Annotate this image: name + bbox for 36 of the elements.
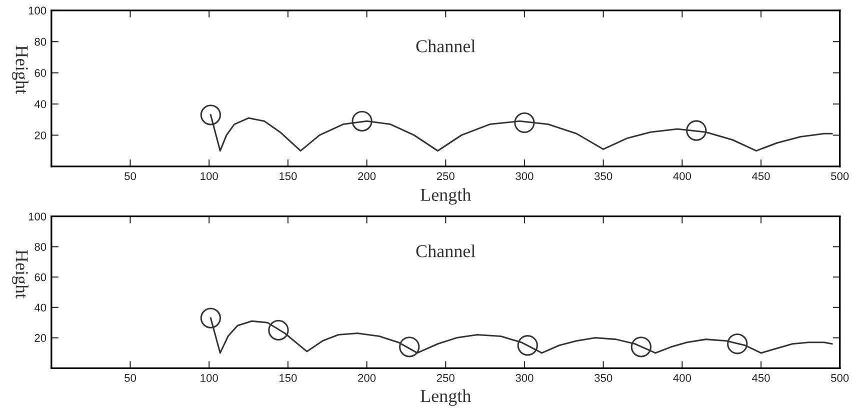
x-tick-label: 500 xyxy=(831,172,849,180)
x-tick-label: 100 xyxy=(200,172,218,180)
x-tick-label: 50 xyxy=(124,374,136,382)
x-tick-label: 50 xyxy=(124,172,136,180)
x-tick-label: 200 xyxy=(358,374,376,382)
y-tick-label: 20 xyxy=(34,131,46,140)
x-tick-label: 300 xyxy=(516,374,534,382)
y-tick-label: 80 xyxy=(34,242,46,251)
annotation: Channel xyxy=(416,244,476,258)
y-tick-label: 60 xyxy=(34,273,46,282)
annotation: Channel xyxy=(416,40,476,52)
x-tick-label: 100 xyxy=(200,374,218,382)
x-tick-label: 300 xyxy=(516,172,534,180)
x-tick-label: 350 xyxy=(594,374,612,382)
x-axis-title: Length xyxy=(420,188,471,205)
x-tick-label: 450 xyxy=(752,172,770,180)
x-tick-label: 200 xyxy=(358,172,376,180)
x-tick-label: 400 xyxy=(673,374,692,382)
x-tick-label: 150 xyxy=(280,374,297,382)
x-tick-label: 500 xyxy=(831,374,849,382)
y-tick-label: 40 xyxy=(34,100,46,108)
y-tick-label: 40 xyxy=(34,304,46,312)
x-tick-label: 250 xyxy=(436,172,454,180)
y-axis-title: Height xyxy=(12,46,28,94)
y-axis-title: Height xyxy=(12,250,28,298)
y-tick-label: 20 xyxy=(34,334,46,342)
y-tick-label: 60 xyxy=(34,69,46,77)
x-tick-label: 350 xyxy=(594,172,612,180)
x-tick-label: 250 xyxy=(436,374,454,382)
y-tick-label: 80 xyxy=(34,38,46,46)
x-tick-label: 450 xyxy=(752,374,770,382)
y-tick-label: 100 xyxy=(28,212,46,220)
x-tick-label: 150 xyxy=(280,172,297,180)
y-tick-label: 100 xyxy=(28,6,46,15)
x-tick-label: 400 xyxy=(673,172,692,180)
x-axis-title: Length xyxy=(420,389,471,406)
